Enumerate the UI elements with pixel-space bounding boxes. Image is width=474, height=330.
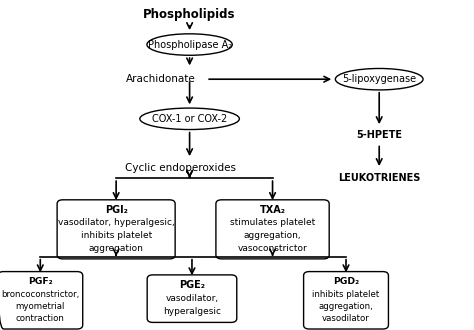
Text: 5-HPETE: 5-HPETE — [356, 130, 402, 140]
Text: PGE₂: PGE₂ — [179, 280, 205, 290]
Text: PGI₂: PGI₂ — [105, 205, 128, 215]
Text: vasodilator: vasodilator — [322, 314, 370, 323]
Text: inhibits platelet: inhibits platelet — [312, 290, 380, 299]
Text: vasodilator,: vasodilator, — [165, 294, 219, 303]
Text: Cyclic endoperoxides: Cyclic endoperoxides — [125, 163, 236, 173]
Text: inhibits platelet: inhibits platelet — [81, 231, 152, 240]
Text: aggregation,: aggregation, — [244, 231, 301, 240]
Text: Arachidonate: Arachidonate — [126, 74, 196, 84]
Text: Phospholipids: Phospholipids — [143, 8, 236, 21]
Text: PGD₂: PGD₂ — [333, 277, 359, 286]
Text: TXA₂: TXA₂ — [260, 205, 285, 215]
Text: vasodilator, hyperalgesic,: vasodilator, hyperalgesic, — [58, 218, 174, 227]
Text: LEUKOTRIENES: LEUKOTRIENES — [338, 173, 420, 183]
Text: aggregation: aggregation — [89, 244, 144, 253]
Text: PGF₂: PGF₂ — [28, 277, 53, 286]
Text: vasoconstrictor: vasoconstrictor — [237, 244, 308, 253]
Text: aggregation,: aggregation, — [319, 302, 374, 311]
Text: broncoconstrictor,: broncoconstrictor, — [1, 290, 80, 299]
Text: myometrial: myometrial — [16, 302, 65, 311]
Text: Phospholipase A₂: Phospholipase A₂ — [147, 40, 232, 50]
Text: stimulates platelet: stimulates platelet — [230, 218, 315, 227]
Text: hyperalgesic: hyperalgesic — [163, 307, 221, 316]
Text: contraction: contraction — [16, 314, 65, 323]
Text: COX-1 or COX-2: COX-1 or COX-2 — [152, 114, 227, 124]
Text: 5-lipoxygenase: 5-lipoxygenase — [342, 74, 416, 84]
